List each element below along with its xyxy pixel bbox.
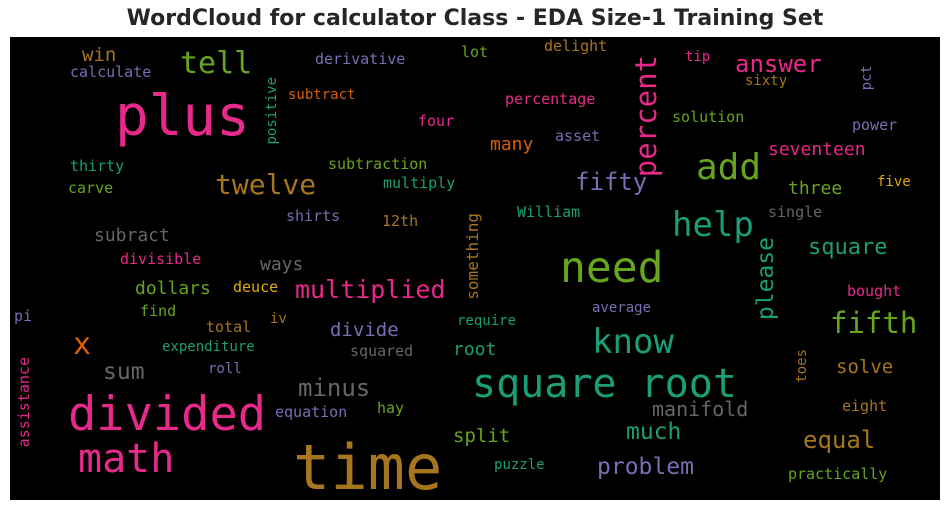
word-manifold: manifold: [652, 397, 749, 421]
word-tell: tell: [180, 46, 253, 81]
word-percent: percent: [629, 55, 663, 178]
word-squared: squared: [350, 342, 414, 360]
word-need: need: [560, 243, 664, 293]
word-hay: hay: [377, 399, 405, 417]
word-positive: positive: [264, 77, 280, 145]
word-eight: eight: [842, 397, 888, 415]
word-william: William: [517, 203, 581, 221]
word-help: help: [672, 205, 754, 245]
word-derivative: derivative: [315, 50, 406, 68]
word-practically: practically: [788, 465, 888, 483]
word-seventeen: seventeen: [768, 139, 866, 160]
word-answer: answer: [735, 50, 822, 78]
word-problem: problem: [597, 454, 694, 480]
word-divide: divide: [330, 319, 399, 341]
word-win: win: [82, 44, 117, 66]
word-delight: delight: [544, 37, 608, 55]
word-tip: tip: [685, 49, 711, 65]
word-puzzle: puzzle: [494, 457, 545, 473]
word-require: require: [457, 313, 517, 329]
word-single: single: [768, 203, 823, 221]
word-12th: 12th: [382, 212, 419, 230]
word-equal: equal: [803, 426, 876, 454]
word-average: average: [592, 300, 652, 316]
word-know: know: [592, 322, 674, 362]
word-total: total: [206, 318, 252, 336]
word-cloud: time square root plus divided need math add hel…: [10, 37, 940, 500]
word-deuce: deuce: [233, 278, 279, 296]
word-ways: ways: [260, 254, 304, 275]
word-x: x: [73, 327, 92, 362]
word-toes: toes: [794, 349, 810, 383]
word-subtract: subtract: [288, 87, 356, 103]
word-shirts: shirts: [286, 207, 341, 225]
word-multiply: multiply: [383, 174, 456, 192]
word-expenditure: expenditure: [162, 339, 255, 355]
word-much: much: [626, 419, 682, 445]
word-divisible: divisible: [120, 250, 202, 268]
word-bought: bought: [847, 282, 902, 300]
word-pct: pct: [859, 65, 875, 91]
word-carve: carve: [68, 179, 114, 197]
word-plus: plus: [115, 84, 250, 149]
word-four: four: [418, 112, 455, 130]
word-fifty: fifty: [575, 168, 648, 196]
word-square: square: [808, 235, 888, 260]
word-power: power: [852, 116, 898, 134]
word-sum: sum: [103, 359, 145, 385]
word-percentage: percentage: [505, 90, 596, 108]
word-iv: iv: [270, 311, 287, 327]
word-roll: roll: [208, 361, 242, 377]
word-subtraction: subtraction: [328, 155, 428, 173]
word-multiplied: multiplied: [295, 275, 446, 304]
word-find: find: [140, 302, 177, 320]
word-thirty: thirty: [70, 157, 125, 175]
word-asset: asset: [555, 127, 601, 145]
word-assistance: assistance: [15, 357, 33, 448]
word-root: root: [453, 339, 497, 360]
word-dollars: dollars: [135, 278, 211, 299]
word-split: split: [453, 425, 511, 447]
word-minus: minus: [298, 374, 371, 402]
chart-title: WordCloud for calculator Class - EDA Siz…: [126, 6, 824, 31]
word-sixty: sixty: [745, 73, 788, 89]
word-calculate: calculate: [70, 63, 152, 81]
word-square-root: square root: [472, 361, 737, 407]
word-something: something: [463, 213, 482, 300]
word-math: math: [78, 436, 175, 482]
word-fifth: fifth: [830, 306, 918, 340]
word-three: three: [788, 178, 843, 199]
word-equation: equation: [275, 403, 348, 421]
word-solution: solution: [672, 108, 745, 126]
word-twelve: twelve: [215, 168, 317, 201]
word-five: five: [877, 174, 911, 190]
word-many: many: [490, 134, 534, 155]
word-divided: divided: [68, 387, 267, 442]
word-lot: lot: [461, 43, 489, 61]
word-time: time: [293, 431, 443, 500]
word-subract: subract: [94, 225, 170, 246]
word-solve: solve: [836, 356, 894, 378]
word-add: add: [696, 147, 762, 188]
word-please: please: [753, 237, 779, 321]
word-pi: pi: [14, 307, 33, 325]
